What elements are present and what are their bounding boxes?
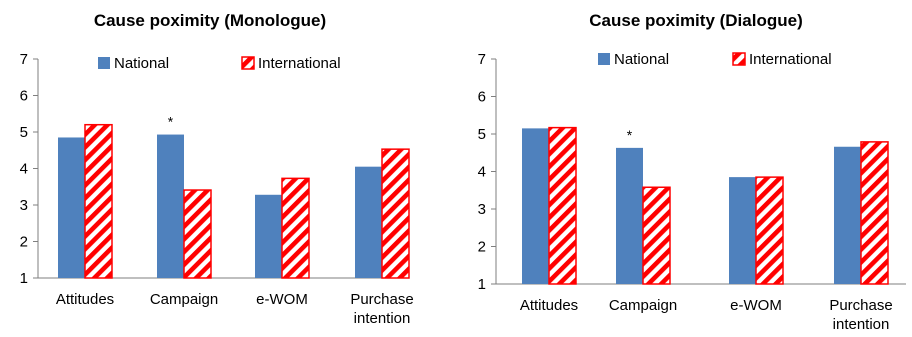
bar-national [157, 134, 184, 278]
chart-title: Cause poximity (Monologue) [94, 11, 326, 30]
bar-national [355, 166, 382, 278]
bar-international [183, 189, 212, 279]
bar-national [58, 137, 85, 278]
x-category-label: intention [354, 310, 411, 327]
x-category-label: Attitudes [520, 297, 578, 314]
y-tick-label: 7 [478, 51, 486, 68]
legend-swatch-international [732, 52, 746, 66]
x-category-label: e-WOM [256, 291, 308, 308]
y-tick-label: 6 [20, 88, 28, 105]
x-category-label: Attitudes [56, 291, 114, 308]
y-tick-label: 1 [20, 270, 28, 287]
bar-national [522, 128, 549, 284]
legend-swatch-national [598, 53, 610, 65]
y-tick-label: 4 [478, 164, 486, 181]
chart-title: Cause poximity (Dialogue) [589, 11, 802, 30]
significance-star: * [627, 127, 633, 143]
y-tick-label: 1 [478, 276, 486, 293]
x-category-label: e-WOM [730, 297, 782, 314]
legend-label-national: National [114, 55, 169, 72]
y-tick-label: 2 [20, 234, 28, 251]
legend-swatch-national [98, 57, 110, 69]
bar-international [642, 186, 671, 285]
legend: National International [98, 55, 341, 72]
y-tick-label: 6 [478, 89, 486, 106]
y-tick-label: 5 [478, 126, 486, 143]
bar-international [381, 148, 410, 279]
bar-national [255, 194, 282, 278]
legend-label-international: International [749, 51, 832, 68]
bar-international [84, 123, 113, 279]
significance-star: * [168, 114, 174, 130]
legend-label-national: National [614, 51, 669, 68]
legend: National International [598, 51, 832, 68]
x-category-label: intention [833, 316, 890, 332]
y-tick-label: 3 [478, 201, 486, 218]
chart-panel-2: Cause poximity (Dialogue) 1 2 3 4 5 6 7 Attitude… [478, 11, 906, 333]
bar-national [834, 146, 861, 284]
legend-swatch-international [241, 56, 255, 70]
bar-international [548, 126, 577, 285]
chart-panel-1: Cause poximity (Monologue) 1 2 3 4 5 6 7 Attitud… [20, 11, 414, 327]
x-category-label: Campaign [150, 291, 218, 308]
x-category-label: Purchase [829, 297, 892, 314]
y-tick-label: 2 [478, 239, 486, 256]
bar-international [755, 176, 784, 285]
x-category-label: Purchase [350, 291, 413, 308]
bar-international [281, 177, 310, 279]
y-tick-label: 3 [20, 197, 28, 214]
x-category-label: Campaign [609, 297, 677, 314]
bar-national [729, 177, 756, 284]
legend-label-international: International [258, 55, 341, 72]
y-tick-label: 7 [20, 51, 28, 68]
bar-international [860, 141, 889, 285]
y-tick-label: 5 [20, 124, 28, 141]
bar-national [616, 147, 643, 284]
y-tick-label: 4 [20, 161, 28, 178]
